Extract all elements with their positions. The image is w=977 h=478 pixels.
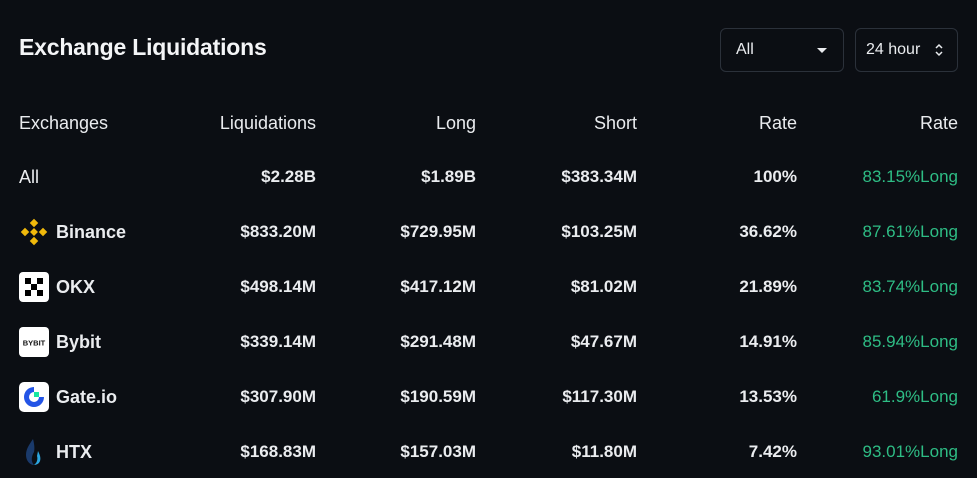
exchange-filter-value: All <box>736 41 754 58</box>
long-value: $417.12M <box>400 277 476 296</box>
rate-value: 14.91% <box>739 332 797 351</box>
exchange-name: Bybit <box>56 332 101 352</box>
short-value: $11.80M <box>571 442 637 461</box>
rate-value: 13.53% <box>739 387 797 406</box>
table-header: Exchanges Liquidations Long Short Rate R… <box>0 108 977 138</box>
time-period-value: 24 hour <box>866 41 921 58</box>
exchange-cell: HTX <box>19 437 92 467</box>
column-header-rate: Rate <box>758 113 797 133</box>
sort-updown-icon <box>935 43 943 57</box>
short-value: $103.25M <box>561 222 637 241</box>
exchange-filter-select[interactable]: All <box>720 28 844 72</box>
column-header-liquidations: Liquidations <box>219 113 316 133</box>
rate-value: 7.42% <box>748 442 797 461</box>
htx-logo-icon <box>19 437 49 467</box>
binance-logo-icon <box>19 217 49 247</box>
table-row[interactable]: Binance $833.20M $729.95M $103.25M 36.62… <box>0 217 977 247</box>
rate-value: 36.62% <box>739 222 797 241</box>
okx-logo-icon <box>19 272 49 302</box>
column-header-short: Short <box>593 113 637 133</box>
rate-value: 21.89% <box>739 277 797 296</box>
bybit-logo-text: BYBIT <box>23 339 46 348</box>
long-value: $729.95M <box>400 222 476 241</box>
rate-value: 100% <box>753 167 797 186</box>
exchange-cell: BYBIT Bybit <box>19 327 101 357</box>
exchange-name: Binance <box>56 222 127 242</box>
long-value: $1.89B <box>421 167 476 186</box>
table-row[interactable]: OKX $498.14M $417.12M $81.02M 21.89% 83.… <box>0 272 977 302</box>
time-period-select[interactable]: 24 hour <box>855 28 958 72</box>
exchange-cell: OKX <box>19 272 95 302</box>
exchange-name: HTX <box>56 442 92 462</box>
long-rate-value: 93.01%Long <box>862 442 958 461</box>
column-header-long: Long <box>435 113 476 133</box>
table-row[interactable]: All $2.28B $1.89B $383.34M 100% 83.15%Lo… <box>0 162 977 192</box>
liquidations-value: $2.28B <box>261 167 316 186</box>
long-value: $157.03M <box>400 442 476 461</box>
exchange-name: OKX <box>56 277 96 297</box>
short-value: $47.67M <box>570 332 637 351</box>
table-row[interactable]: HTX $168.83M $157.03M $11.80M 7.42% 93.0… <box>0 437 977 467</box>
long-value: $190.59M <box>400 387 476 406</box>
column-header-long-rate: Rate <box>919 113 958 133</box>
short-value: $383.34M <box>561 167 637 186</box>
exchange-name: All <box>19 167 40 187</box>
gateio-logo-icon <box>19 382 49 412</box>
long-rate-value: 83.15%Long <box>862 167 958 186</box>
bybit-logo-icon: BYBIT <box>19 327 49 357</box>
long-value: $291.48M <box>400 332 476 351</box>
long-rate-value: 85.94%Long <box>862 332 958 351</box>
long-rate-value: 87.61%Long <box>862 222 958 241</box>
long-rate-value: 83.74%Long <box>862 277 958 296</box>
liquidations-value: $307.90M <box>240 387 316 406</box>
exchange-cell: Gate.io <box>19 382 117 412</box>
table-row[interactable]: BYBIT Bybit $339.14M $291.48M $47.67M 14… <box>0 327 977 357</box>
page-title: Exchange Liquidations <box>19 34 267 60</box>
table-row[interactable]: Gate.io $307.90M $190.59M $117.30M 13.53… <box>0 382 977 412</box>
liquidations-value: $168.83M <box>240 442 316 461</box>
long-rate-value: 61.9%Long <box>871 387 958 406</box>
liquidations-value: $339.14M <box>240 332 316 351</box>
caret-down-icon <box>817 48 827 53</box>
liquidations-value: $833.20M <box>240 222 316 241</box>
column-header-exchanges: Exchanges <box>19 113 109 133</box>
exchange-name: Gate.io <box>56 387 118 407</box>
exchange-cell: Binance <box>19 217 126 247</box>
liquidations-value: $498.14M <box>240 277 316 296</box>
short-value: $117.30M <box>562 387 637 406</box>
short-value: $81.02M <box>570 277 637 296</box>
